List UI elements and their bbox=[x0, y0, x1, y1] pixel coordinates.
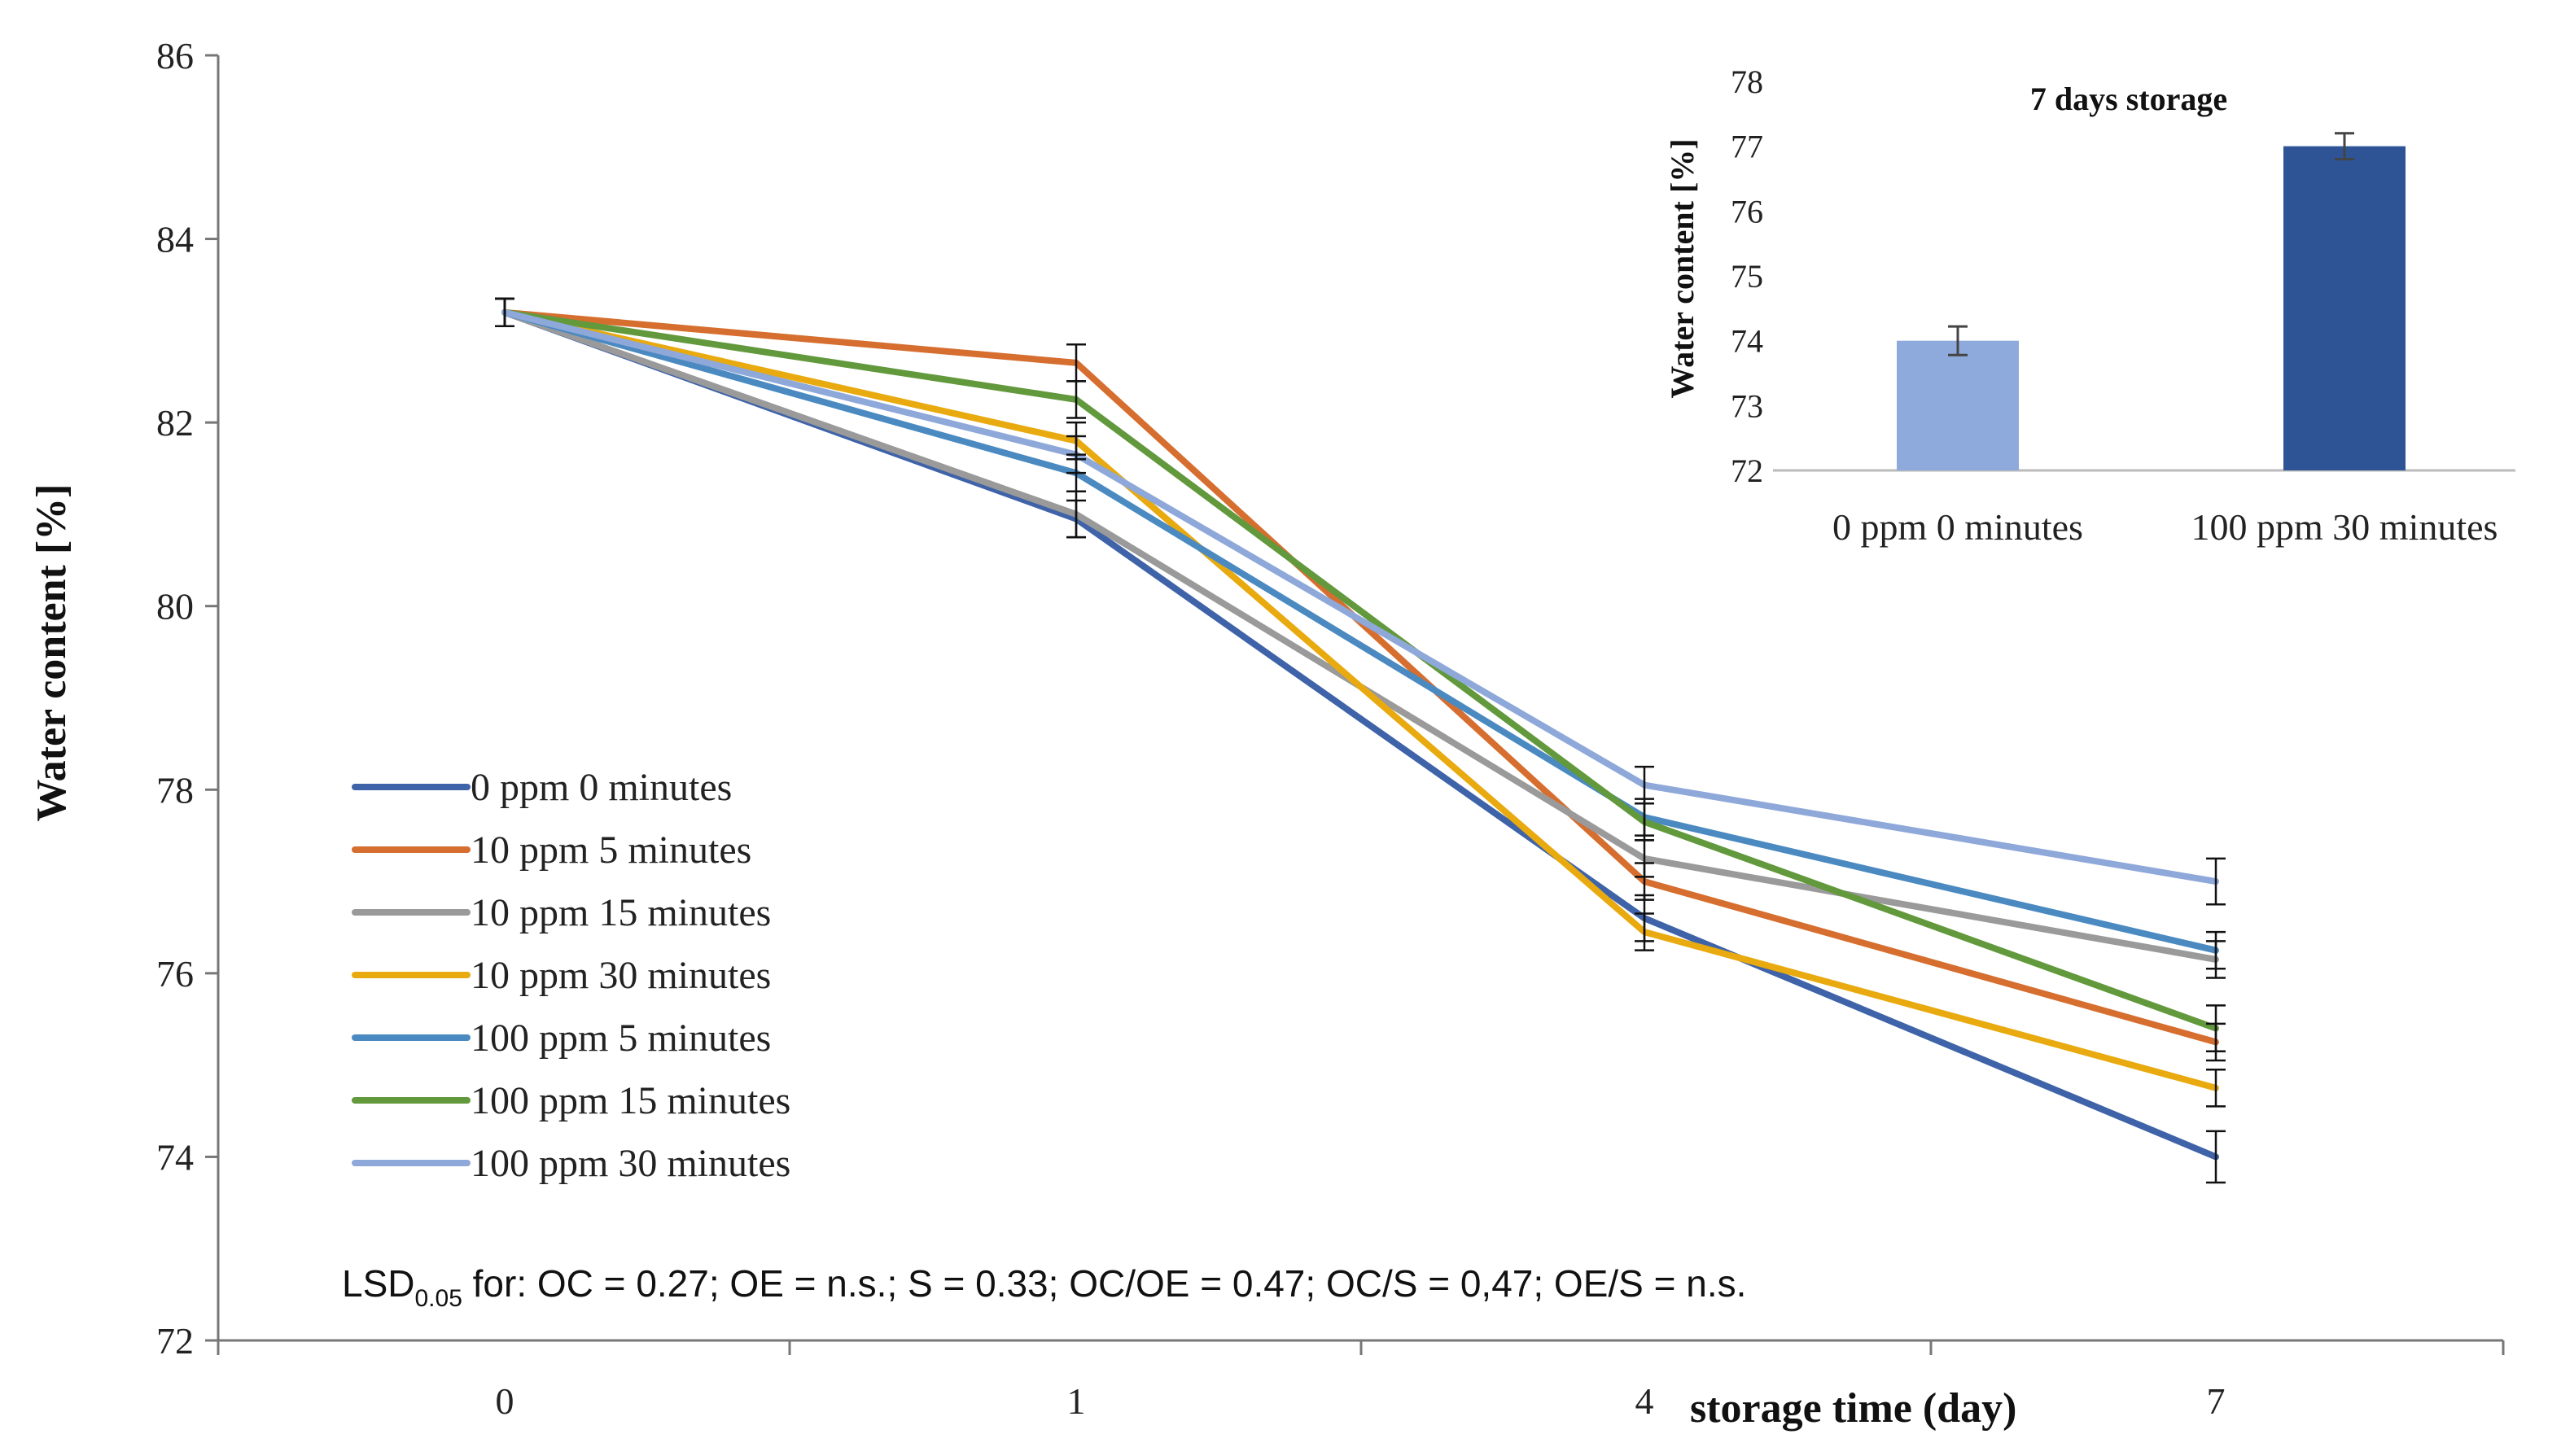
series-line bbox=[501, 308, 2219, 1091]
series-line bbox=[501, 308, 2219, 1032]
inset-y-tick-label: 75 bbox=[1731, 258, 1763, 295]
inset-y-tick-label: 73 bbox=[1731, 387, 1763, 424]
inset-bar-chart: 72 73 74 75 76 77 78 0 ppm 0 minutes 100 ppm 30… bbox=[1664, 63, 2515, 548]
inset-x-tick-label: 0 ppm 0 minutes bbox=[1832, 506, 2083, 548]
main-error-bars bbox=[495, 297, 2226, 1184]
main-x-tick-label: 4 bbox=[1635, 1380, 1654, 1422]
main-y-tick-label: 78 bbox=[156, 769, 194, 811]
inset-y-axis-title: Water content [%] bbox=[1664, 138, 1701, 398]
main-y-tick-label: 76 bbox=[156, 953, 194, 995]
lsd-subscript: 0.05 bbox=[414, 1285, 462, 1312]
inset-axes: 72 73 74 75 76 77 78 bbox=[1731, 63, 2515, 489]
lsd-text: for: OC = 0.27; OE = n.s.; S = 0.33; OC/… bbox=[462, 1262, 1747, 1305]
inset-y-tick-label: 74 bbox=[1731, 323, 1763, 360]
inset-chart-title: 7 days storage bbox=[2030, 81, 2227, 117]
main-x-tick-label: 1 bbox=[1067, 1380, 1086, 1422]
main-y-tick-label: 80 bbox=[156, 586, 194, 627]
main-y-tick-label: 86 bbox=[156, 35, 194, 77]
main-series-lines bbox=[501, 308, 2219, 1161]
legend-label: 10 ppm 5 minutes bbox=[471, 829, 751, 872]
inset-x-tick-label: 100 ppm 30 minutes bbox=[2191, 506, 2498, 548]
inset-bars: 0 ppm 0 minutes 100 ppm 30 minutes bbox=[1832, 132, 2498, 548]
legend-label: 10 ppm 15 minutes bbox=[471, 891, 771, 934]
lsd-annotation: LSD0.05 for: OC = 0.27; OE = n.s.; S = 0… bbox=[342, 1262, 1746, 1312]
inset-y-tick-label: 78 bbox=[1731, 63, 1763, 100]
main-y-tick-label: 84 bbox=[156, 219, 194, 260]
inset-bar bbox=[2283, 146, 2406, 470]
legend-label: 10 ppm 30 minutes bbox=[471, 954, 771, 997]
lsd-prefix: LSD bbox=[342, 1262, 414, 1305]
legend-label: 100 ppm 15 minutes bbox=[471, 1079, 790, 1122]
series-line bbox=[501, 308, 2219, 885]
inset-y-tick-label: 77 bbox=[1731, 129, 1763, 165]
main-legend: 0 ppm 0 minutes 10 ppm 5 minutes 10 ppm 15… bbox=[352, 766, 790, 1185]
series-line bbox=[501, 308, 2219, 954]
legend-label: 100 ppm 5 minutes bbox=[471, 1017, 771, 1060]
main-y-axis-title: Water content [%] bbox=[28, 484, 75, 822]
main-x-tick-label: 7 bbox=[2207, 1380, 2226, 1422]
main-x-axis-title: storage time (day) bbox=[1690, 1385, 2016, 1432]
legend-label: 0 ppm 0 minutes bbox=[471, 766, 732, 809]
main-y-tick-label: 82 bbox=[156, 402, 194, 444]
main-axes: 72 74 76 78 80 82 84 86 0 1 4 7 bbox=[156, 35, 2505, 1422]
inset-y-tick-label: 76 bbox=[1731, 193, 1763, 230]
main-y-tick-label: 74 bbox=[156, 1136, 194, 1178]
inset-bar bbox=[1897, 340, 2019, 470]
inset-y-tick-label: 72 bbox=[1731, 453, 1763, 489]
main-y-tick-label: 72 bbox=[156, 1320, 194, 1362]
legend-label: 100 ppm 30 minutes bbox=[471, 1142, 790, 1185]
main-x-tick-label: 0 bbox=[496, 1380, 514, 1422]
